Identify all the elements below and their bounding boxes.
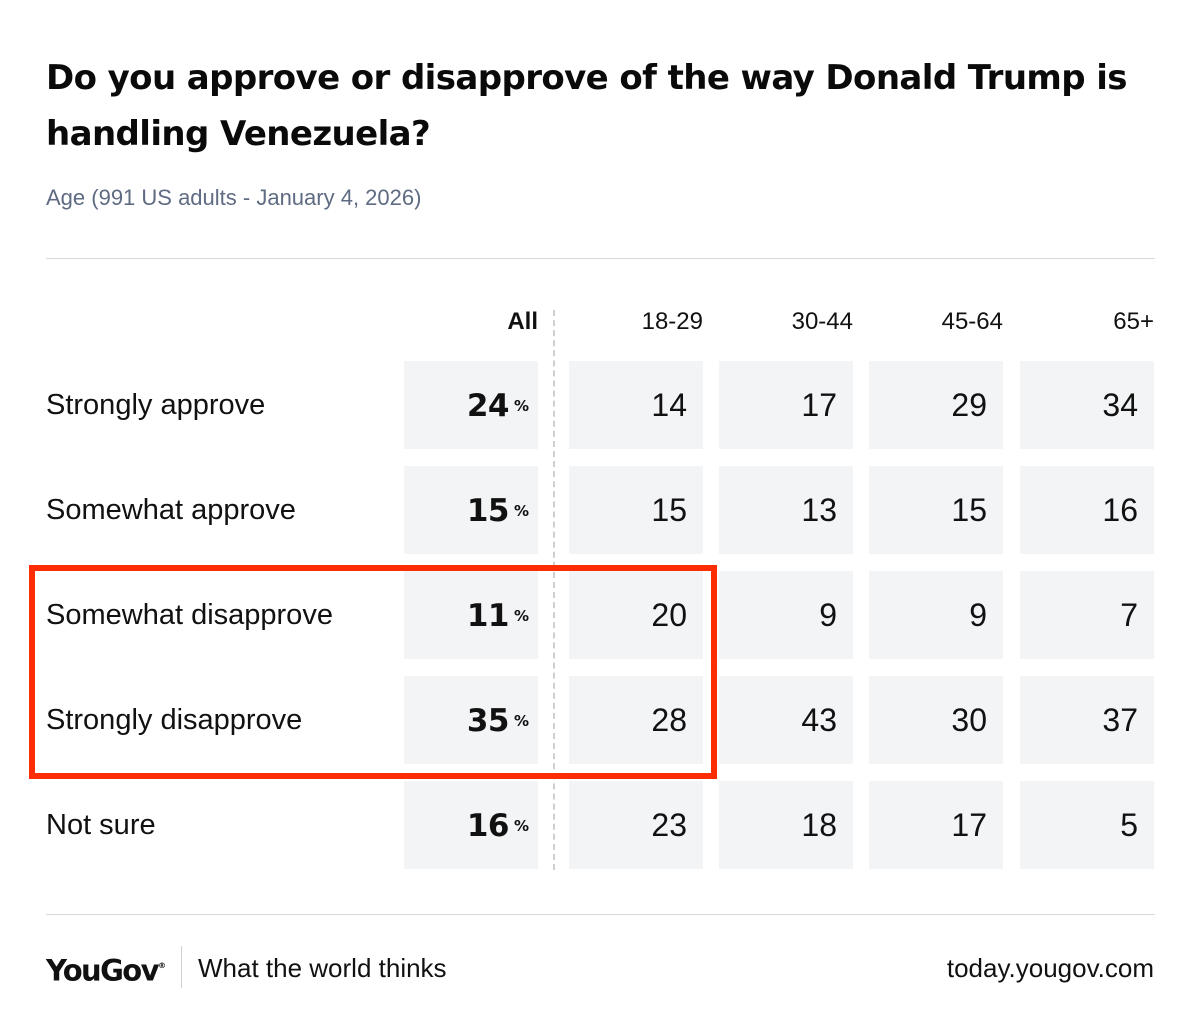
value: 15 <box>651 492 687 528</box>
value: 5 <box>1120 807 1138 843</box>
data-cell: 15% <box>404 466 538 554</box>
data-cell: 11% <box>404 571 538 659</box>
data-cell: 13 <box>719 466 853 554</box>
data-cell: 20 <box>569 571 703 659</box>
brand-name: YouGov <box>46 953 160 988</box>
value: 15 <box>951 492 987 528</box>
value: 37 <box>1102 702 1138 738</box>
data-cell: 35% <box>404 676 538 764</box>
column-header-30-44: 30-44 <box>791 308 853 335</box>
data-cell: 16% <box>404 781 538 869</box>
value-all: 11 <box>466 598 510 634</box>
value: 28 <box>651 702 687 738</box>
highlight-box <box>29 565 717 779</box>
value: 9 <box>969 597 987 633</box>
data-cell: 34 <box>1020 361 1154 449</box>
value-all: 15 <box>466 493 510 529</box>
column-header-45-64: 45-64 <box>941 308 1003 335</box>
value: 29 <box>951 387 987 423</box>
data-cell: 37 <box>1020 676 1154 764</box>
percent-sign: % <box>513 502 529 520</box>
data-cell: 14 <box>569 361 703 449</box>
data-cell: 7 <box>1020 571 1154 659</box>
row-label: Somewhat disapprove <box>46 599 333 631</box>
column-header-all: All <box>507 308 538 335</box>
data-cell: 30 <box>869 676 1003 764</box>
data-cell: 5 <box>1020 781 1154 869</box>
percent-sign: % <box>513 397 529 415</box>
all-column-separator <box>553 310 555 870</box>
data-cell: 9 <box>719 571 853 659</box>
row-label: Strongly disapprove <box>46 704 303 736</box>
yougov-logo[interactable]: YouGov® <box>46 948 166 991</box>
value: 23 <box>651 807 687 843</box>
data-cell: 17 <box>869 781 1003 869</box>
value: 17 <box>801 387 837 423</box>
value: 20 <box>651 597 687 633</box>
chart-subtitle: Age (991 US adults - January 4, 2026) <box>46 185 422 210</box>
row-label: Not sure <box>46 809 156 841</box>
data-cell: 15 <box>869 466 1003 554</box>
row-label: Somewhat approve <box>46 494 296 526</box>
value: 30 <box>951 702 987 738</box>
data-cell: 9 <box>869 571 1003 659</box>
value-all: 35 <box>466 703 510 739</box>
value: 43 <box>801 702 837 738</box>
bottom-divider <box>46 914 1155 915</box>
column-header-65plus: 65+ <box>1113 308 1154 335</box>
value: 14 <box>651 387 687 423</box>
column-header-18-29: 18-29 <box>641 308 703 335</box>
percent-sign: % <box>513 607 529 625</box>
tagline: What the world thinks <box>198 953 447 983</box>
data-cell: 16 <box>1020 466 1154 554</box>
value: 16 <box>1102 492 1138 528</box>
value: 34 <box>1102 387 1138 423</box>
data-cell: 29 <box>869 361 1003 449</box>
data-cell: 18 <box>719 781 853 869</box>
value: 18 <box>801 807 837 843</box>
data-cell: 15 <box>569 466 703 554</box>
data-cell: 28 <box>569 676 703 764</box>
data-cell: 24% <box>404 361 538 449</box>
percent-sign: % <box>513 817 529 835</box>
percent-sign: % <box>513 712 529 730</box>
data-cell: 17 <box>719 361 853 449</box>
value: 7 <box>1120 597 1138 633</box>
value: 17 <box>951 807 987 843</box>
value: 9 <box>819 597 837 633</box>
row-label: Strongly approve <box>46 389 266 421</box>
value-all: 24 <box>466 388 510 424</box>
chart-title: Do you approve or disapprove of the way … <box>46 58 1128 154</box>
site-link[interactable]: today.yougov.com <box>946 953 1154 983</box>
brand-mark: ® <box>157 961 166 970</box>
data-cell: 23 <box>569 781 703 869</box>
top-divider <box>46 258 1155 259</box>
value: 13 <box>801 492 837 528</box>
value-all: 16 <box>466 808 510 844</box>
footer-separator <box>181 946 182 988</box>
data-cell: 43 <box>719 676 853 764</box>
